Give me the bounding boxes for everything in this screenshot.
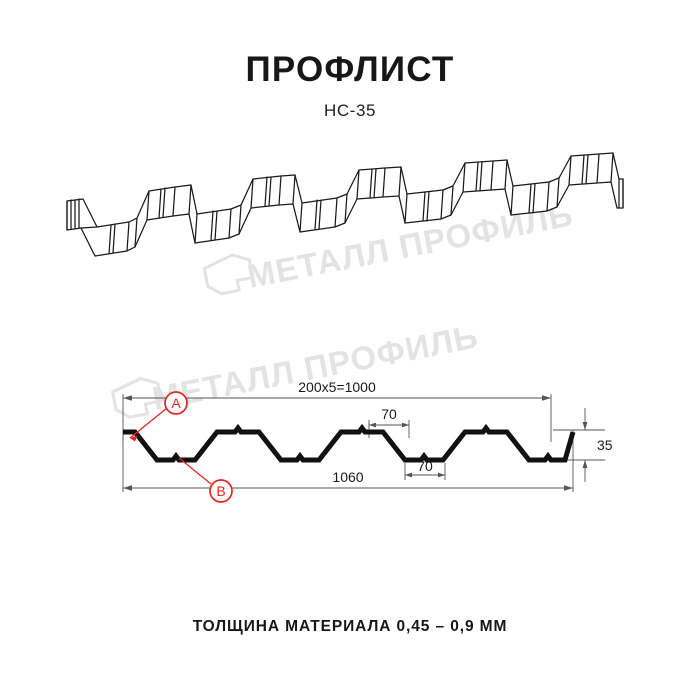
callout-b: B bbox=[178, 457, 233, 503]
page-title: ПРОФЛИСТ bbox=[245, 50, 455, 89]
dimension-label-overall-width: 1060 bbox=[332, 469, 363, 485]
footer: ТОЛЩИНА МАТЕРИАЛА 0,45 – 0,9 ММ bbox=[0, 618, 700, 636]
watermark-text-lower: МЕТАЛЛ ПРОФИЛЬ bbox=[149, 317, 481, 416]
model-designation: НС-35 bbox=[323, 100, 377, 120]
material-thickness-label: ТОЛЩИНА МАТЕРИАЛА 0,45 – 0,9 ММ bbox=[192, 618, 508, 635]
callout-a-circle bbox=[164, 391, 188, 415]
callout-b-circle bbox=[209, 479, 233, 503]
callout-a-label: A bbox=[171, 395, 181, 411]
dimension-overall-width bbox=[122, 430, 574, 492]
profile-section-path bbox=[123, 423, 576, 463]
perspective-view: МЕТАЛЛ ПРОФИЛЬ bbox=[45, 152, 655, 310]
dimension-label-pitch-total: 200x5=1000 bbox=[298, 379, 376, 395]
callout-b-label: B bbox=[216, 483, 225, 499]
dimension-label-height: 35 bbox=[597, 437, 613, 453]
callout-a: A bbox=[129, 391, 188, 442]
header: ПРОФЛИСТ НС-35 bbox=[0, 50, 700, 121]
sheet-3d-geometry bbox=[66, 152, 624, 257]
dimension-top-flange bbox=[368, 420, 410, 438]
dimension-label-top-flange: 70 bbox=[381, 406, 397, 422]
cross-section-view: МЕТАЛЛ ПРОФИЛЬ 200x5=1000 bbox=[45, 317, 665, 515]
dimension-bottom-valley bbox=[404, 463, 446, 480]
